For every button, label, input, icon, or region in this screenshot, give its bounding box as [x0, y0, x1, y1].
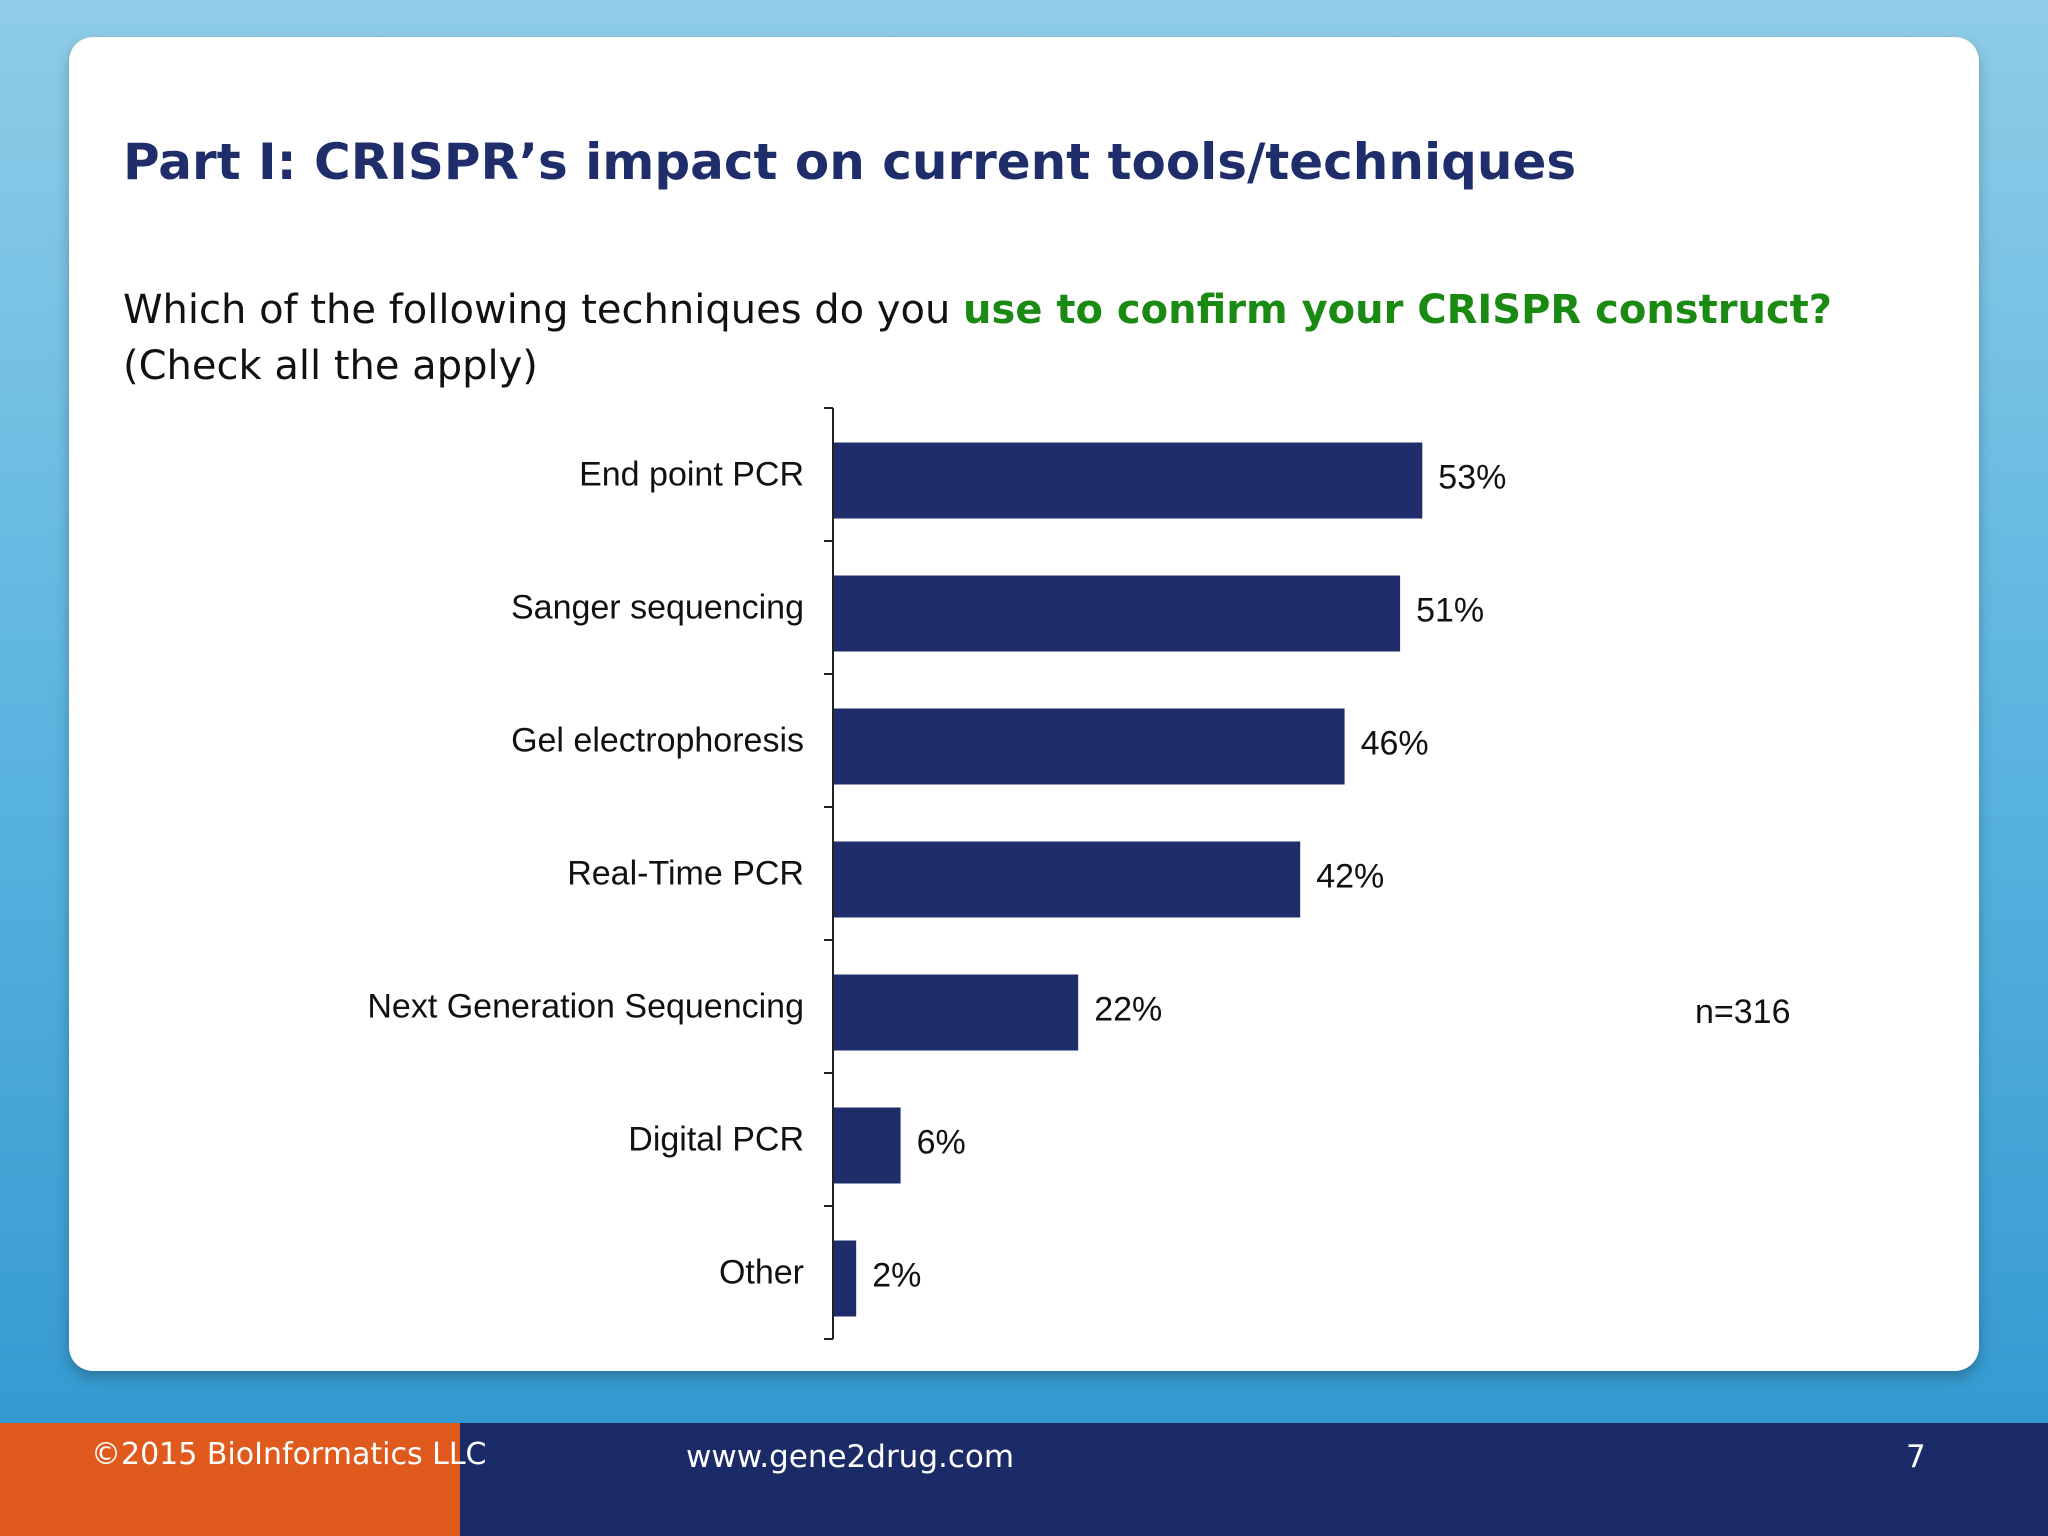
website-link[interactable]: www.gene2drug.com: [686, 1439, 1015, 1475]
question-prefix: Which of the following techniques do you: [123, 287, 964, 333]
survey-question: Which of the following techniques do you…: [123, 282, 1903, 394]
question-highlight: use to confirm your CRISPR construct?: [963, 287, 1832, 333]
page-number: 7: [1906, 1439, 1926, 1475]
footer-bar: ©2015 BioInformatics LLC www.gene2drug.c…: [0, 1423, 2048, 1536]
value-label: 22%: [1094, 990, 1162, 1028]
bar: [834, 575, 1401, 652]
category-label: End point PCR: [579, 455, 804, 493]
bar-chart: End point PCR 53% Sanger sequencing 51% Gel …: [367, 407, 1506, 1340]
value-label: 46%: [1361, 724, 1429, 762]
bar: [834, 1240, 857, 1317]
bar: [834, 841, 1301, 918]
category-label: Other: [719, 1253, 804, 1291]
footer-accent: [0, 1423, 460, 1536]
value-label: 51%: [1416, 591, 1484, 629]
bar: [834, 442, 1423, 519]
bar: [834, 974, 1079, 1051]
slide-card: [69, 37, 1979, 1371]
category-label: Sanger sequencing: [511, 588, 804, 626]
value-label: 42%: [1316, 857, 1384, 895]
value-label: 2%: [872, 1256, 921, 1294]
sample-size-note: n=316: [1695, 993, 1791, 1031]
value-label: 53%: [1438, 458, 1506, 496]
slide-title: Part I: CRISPR’s impact on current tools…: [123, 133, 1577, 191]
question-suffix: (Check all the apply): [123, 343, 538, 389]
category-label: Next Generation Sequencing: [367, 987, 804, 1025]
category-label: Digital PCR: [628, 1120, 804, 1158]
bar: [834, 708, 1345, 785]
copyright-text: ©2015 BioInformatics LLC: [91, 1437, 487, 1472]
value-label: 6%: [917, 1123, 966, 1161]
category-label: Gel electrophoresis: [511, 721, 804, 759]
category-label: Real-Time PCR: [567, 854, 804, 892]
bar: [834, 1107, 901, 1184]
